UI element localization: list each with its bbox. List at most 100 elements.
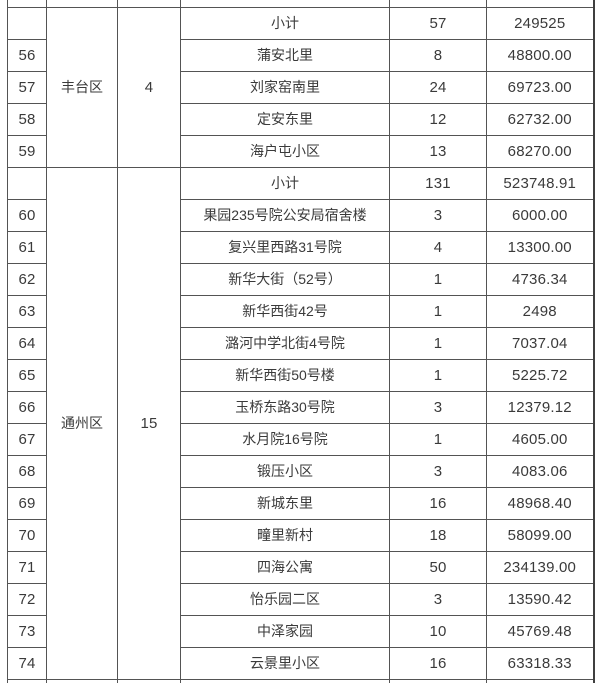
community-name-cell: 复兴里西路31号院: [180, 230, 390, 264]
amount-cell: 48800.00: [486, 38, 595, 72]
amount-cell: 523748.91: [486, 166, 595, 200]
table-row: 62 新华大街（52号） 1 4736.34: [7, 262, 595, 296]
row-number-cell: 74: [7, 646, 47, 680]
table-row: 56 蒲安北里 8 48800.00: [7, 38, 595, 72]
quantity-cell: 16: [389, 646, 487, 680]
row-number-cell: 67: [7, 422, 47, 456]
amount-cell: 4605.00: [486, 422, 595, 456]
quantity-cell: 3: [389, 390, 487, 424]
community-name-cell: 疃里新村: [180, 518, 390, 552]
table-row: 60 果园235号院公安局宿舍楼 3 6000.00: [7, 198, 595, 232]
row-number-cell: 57: [7, 70, 47, 104]
subtotal-row: 丰台区 4 小计 57 249525: [7, 6, 595, 168]
community-name-cell: 新华西街50号楼: [180, 358, 390, 392]
community-name-cell: 四海公寓: [180, 550, 390, 584]
empty-cell: [486, 0, 595, 8]
district-communities-table: 丰台区 4 小计 57 249525 56 蒲安北里 8 48800.00 57 刘家窑南里 24 69…: [7, 0, 595, 683]
quantity-cell: 1: [389, 262, 487, 296]
community-name-cell: 锻压小区: [180, 454, 390, 488]
row-number-cell: 62: [7, 262, 47, 296]
table-row: 65 新华西街50号楼 1 5225.72: [7, 358, 595, 392]
district-cell: 丰台区: [46, 6, 118, 168]
clipped-row-top: [7, 0, 595, 8]
amount-cell: 58099.00: [486, 518, 595, 552]
row-number-cell: 56: [7, 38, 47, 72]
quantity-cell: 16: [389, 486, 487, 520]
district-cell: 通州区: [46, 166, 118, 680]
community-name-cell: 果园235号院公安局宿舍楼: [180, 198, 390, 232]
amount-cell: 68270.00: [486, 134, 595, 168]
empty-cell: [389, 678, 487, 683]
community-name-cell: 定安东里: [180, 102, 390, 136]
amount-cell: 45769.48: [486, 614, 595, 648]
amount-cell: 48968.40: [486, 486, 595, 520]
community-name-cell: 潞河中学北街4号院: [180, 326, 390, 360]
amount-cell: 13300.00: [486, 230, 595, 264]
row-number-cell: 58: [7, 102, 47, 136]
table-row: 71 四海公寓 50 234139.00: [7, 550, 595, 584]
row-number-cell: 59: [7, 134, 47, 168]
quantity-cell: 1: [389, 294, 487, 328]
community-name-cell: 新华大街（52号）: [180, 262, 390, 296]
row-number-cell: 63: [7, 294, 47, 328]
community-name-cell: 新城东里: [180, 486, 390, 520]
community-name-cell: 水月院16号院: [180, 422, 390, 456]
community-name-cell: 海户屯小区: [180, 134, 390, 168]
row-number-cell: [7, 6, 47, 40]
empty-cell: [7, 678, 47, 683]
table-row: 74 云景里小区 16 63318.33: [7, 646, 595, 680]
quantity-cell: 57: [389, 6, 487, 40]
empty-cell: [117, 0, 181, 8]
table-row: 66 玉桥东路30号院 3 12379.12: [7, 390, 595, 424]
empty-cell: [389, 0, 487, 8]
quantity-cell: 24: [389, 70, 487, 104]
amount-cell: 13590.42: [486, 582, 595, 616]
row-number-cell: 70: [7, 518, 47, 552]
table-row: 61 复兴里西路31号院 4 13300.00: [7, 230, 595, 264]
district-count-cell: 4: [117, 6, 181, 168]
table-row: 67 水月院16号院 1 4605.00: [7, 422, 595, 456]
row-number-cell: 64: [7, 326, 47, 360]
community-name-cell: 小计: [180, 6, 390, 40]
amount-cell: 7037.04: [486, 326, 595, 360]
community-name-cell: 新华西街42号: [180, 294, 390, 328]
community-name-cell: 玉桥东路30号院: [180, 390, 390, 424]
row-number-cell: 69: [7, 486, 47, 520]
community-name-cell: 蒲安北里: [180, 38, 390, 72]
community-name-cell: 刘家窑南里: [180, 70, 390, 104]
amount-cell: 249525: [486, 6, 595, 40]
empty-cell: [180, 0, 390, 8]
community-name-cell: 中泽家园: [180, 614, 390, 648]
quantity-cell: 10: [389, 614, 487, 648]
quantity-cell: 3: [389, 198, 487, 232]
amount-cell: 69723.00: [486, 70, 595, 104]
table-clip-top: [7, 0, 595, 8]
empty-cell: [117, 678, 181, 683]
row-number-cell: [7, 166, 47, 200]
quantity-cell: 18: [389, 518, 487, 552]
row-number-cell: 65: [7, 358, 47, 392]
amount-cell: 6000.00: [486, 198, 595, 232]
amount-cell: 5225.72: [486, 358, 595, 392]
table-row: 69 新城东里 16 48968.40: [7, 486, 595, 520]
row-number-cell: 60: [7, 198, 47, 232]
quantity-cell: 1: [389, 422, 487, 456]
row-number-cell: 72: [7, 582, 47, 616]
quantity-cell: 12: [389, 102, 487, 136]
quantity-cell: 8: [389, 38, 487, 72]
quantity-cell: 50: [389, 550, 487, 584]
clipped-row-bottom: [7, 678, 595, 683]
amount-cell: 63318.33: [486, 646, 595, 680]
empty-cell: [7, 0, 47, 8]
empty-cell: [46, 678, 118, 683]
row-number-cell: 66: [7, 390, 47, 424]
community-name-cell: 怡乐园二区: [180, 582, 390, 616]
amount-cell: 4736.34: [486, 262, 595, 296]
quantity-cell: 4: [389, 230, 487, 264]
row-number-cell: 73: [7, 614, 47, 648]
row-number-cell: 68: [7, 454, 47, 488]
community-name-cell: 云景里小区: [180, 646, 390, 680]
amount-cell: 4083.06: [486, 454, 595, 488]
quantity-cell: 131: [389, 166, 487, 200]
table-row: 57 刘家窑南里 24 69723.00: [7, 70, 595, 104]
